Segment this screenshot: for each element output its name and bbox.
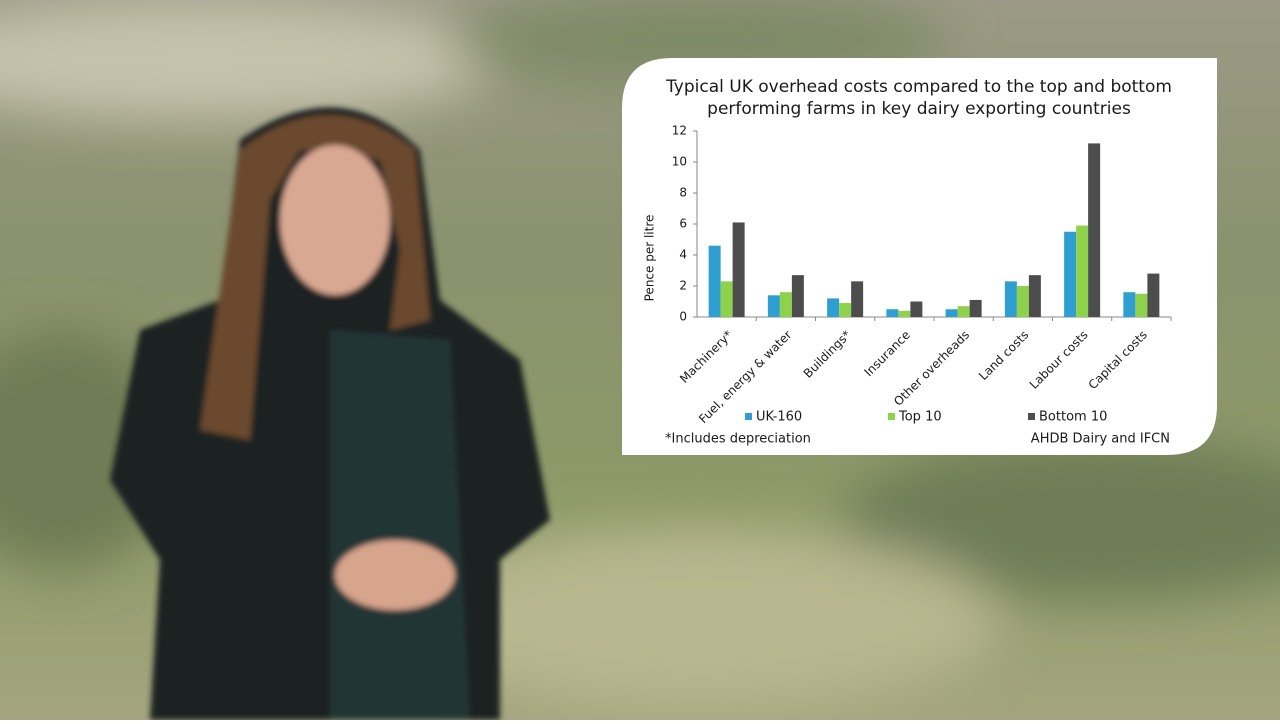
y-tick-label: 0 <box>679 310 687 324</box>
legend-swatch <box>1028 413 1035 420</box>
bar <box>791 275 804 317</box>
bar <box>827 298 840 317</box>
bar <box>839 303 852 317</box>
bar <box>732 222 745 317</box>
bar <box>945 309 958 317</box>
chart-panel <box>622 58 1217 455</box>
y-tick-label: 2 <box>679 279 687 293</box>
bar <box>910 301 923 317</box>
bar <box>886 309 899 317</box>
bar <box>1076 225 1089 317</box>
bar <box>779 292 792 317</box>
bar <box>708 245 721 317</box>
legend-swatch <box>888 413 895 420</box>
bar <box>1016 286 1029 317</box>
bar <box>851 281 864 317</box>
bar <box>1123 292 1136 317</box>
y-axis-label: Pence per litre <box>643 215 657 302</box>
y-tick-label: 8 <box>679 186 687 200</box>
bar <box>1064 231 1077 317</box>
chart-title: Typical UK overhead costs compared to th… <box>665 77 1172 97</box>
bar <box>1028 275 1041 317</box>
y-tick-label: 10 <box>672 155 687 169</box>
source: AHDB Dairy and IFCN <box>1031 432 1170 447</box>
bar <box>957 306 970 317</box>
y-tick-label: 4 <box>679 248 687 262</box>
chart-title: performing farms in key dairy exporting … <box>707 99 1131 119</box>
bar <box>969 299 982 317</box>
bar <box>898 310 911 317</box>
footnote: *Includes depreciation <box>665 432 811 447</box>
bar <box>1004 281 1017 317</box>
legend-swatch <box>745 413 752 420</box>
bar <box>1135 293 1148 317</box>
bar <box>767 295 780 317</box>
bar <box>1088 143 1101 317</box>
y-tick-label: 12 <box>672 124 687 138</box>
y-tick-label: 6 <box>679 217 687 231</box>
presenter <box>110 107 550 721</box>
legend-label: Top 10 <box>898 410 942 425</box>
legend-label: Bottom 10 <box>1039 410 1107 425</box>
bar <box>1147 273 1160 317</box>
legend-label: UK-160 <box>756 410 802 425</box>
bar <box>720 281 733 317</box>
